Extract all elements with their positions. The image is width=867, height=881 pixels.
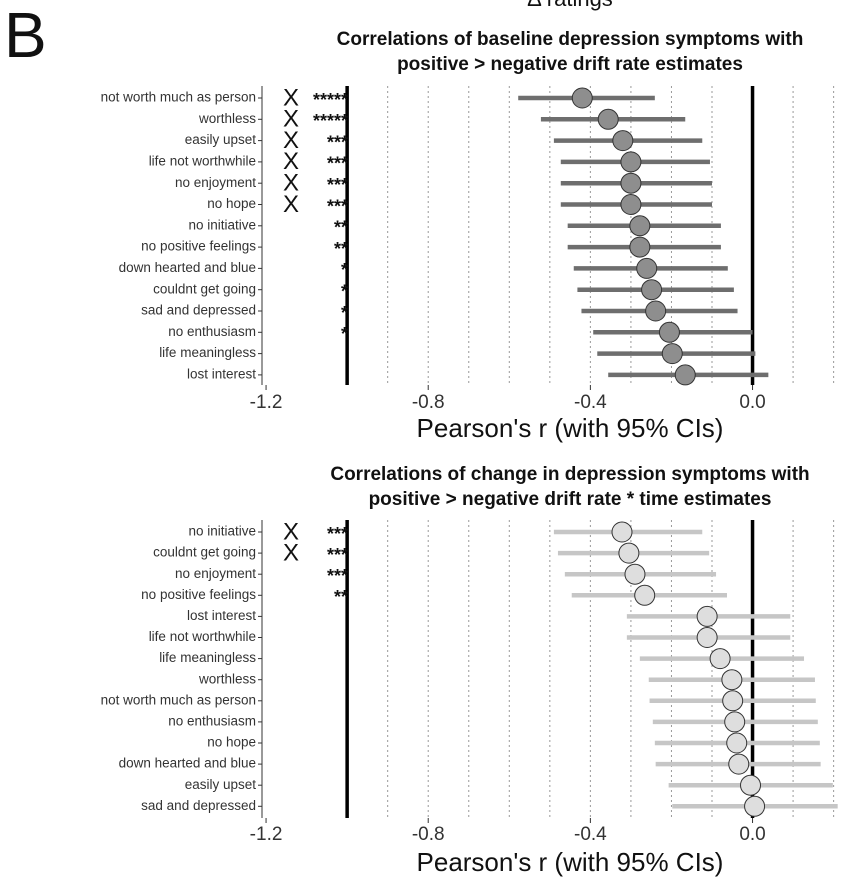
x-tick-label: -0.8: [412, 392, 445, 413]
estimate-point: [624, 563, 646, 585]
flag: X: [283, 518, 299, 545]
significance: ***: [327, 175, 348, 195]
y-tick-label: sad and depressed: [141, 303, 256, 318]
significance: *****: [313, 111, 348, 131]
x-tick-label: -0.8: [412, 824, 445, 845]
estimate-point: [641, 279, 663, 301]
y-tick-label: no positive feelings: [141, 239, 256, 254]
flag: X: [283, 191, 299, 218]
significance: ***: [327, 524, 348, 544]
y-tick-label: life meaningless: [159, 650, 256, 665]
y-tick-label: down hearted and blue: [119, 260, 256, 275]
header: Δ ratings: [527, 0, 613, 11]
y-tick-label: not worth much as person: [101, 90, 256, 105]
y-tick-label: sad and depressed: [141, 798, 256, 813]
estimate-point: [740, 774, 762, 796]
significance: ***: [327, 132, 348, 152]
chart-title: Correlations of baseline depression symp…: [337, 29, 804, 50]
x-axis-label: Pearson's r (with 95% CIs): [417, 847, 724, 877]
x-tick-label: 0.0: [739, 824, 765, 845]
flag: X: [283, 84, 299, 111]
chart-title: positive > negative drift rate * time es…: [369, 489, 772, 510]
y-tick-label: no initiative: [188, 524, 256, 539]
x-tick-label: -1.2: [250, 824, 283, 845]
flag: X: [283, 148, 299, 175]
x-axis-label: Pearson's r (with 95% CIs): [417, 413, 724, 443]
significance: *****: [313, 90, 348, 110]
estimate-point: [696, 605, 718, 627]
x-tick-label: -0.4: [574, 824, 607, 845]
significance: *: [341, 281, 348, 301]
y-tick-label: life not worthwhile: [149, 629, 256, 644]
y-tick-label: no hope: [207, 735, 256, 750]
significance: ***: [327, 154, 348, 174]
x-tick-label: 0.0: [739, 392, 765, 413]
y-tick-label: no hope: [207, 196, 256, 211]
estimate-point: [722, 690, 744, 712]
significance: *: [341, 303, 348, 323]
estimate-point: [728, 753, 750, 775]
estimate-point: [611, 521, 633, 543]
y-tick-label: no enthusiasm: [168, 713, 256, 728]
estimate-point: [721, 669, 743, 691]
chart-title: positive > negative drift rate estimates: [397, 54, 743, 75]
y-tick-label: no enthusiasm: [168, 324, 256, 339]
estimate-point: [696, 627, 718, 648]
estimate-point: [629, 236, 651, 258]
y-tick-label: lost interest: [187, 366, 256, 381]
estimate-point: [636, 257, 658, 279]
y-tick-label: no enjoyment: [175, 175, 256, 190]
estimate-point: [724, 711, 746, 733]
significance: **: [334, 239, 348, 259]
estimate-point: [620, 151, 642, 173]
estimate-point: [620, 172, 642, 194]
panel-label: B: [4, 0, 47, 71]
y-tick-label: easily upset: [185, 132, 257, 147]
flag: X: [283, 106, 299, 133]
x-tick-label: -0.4: [574, 392, 607, 413]
x-tick-label: -1.2: [250, 392, 283, 413]
y-tick-label: couldnt get going: [153, 545, 256, 560]
estimate-point: [726, 732, 748, 754]
significance: **: [334, 218, 348, 238]
y-tick-label: worthless: [198, 111, 256, 126]
significance: **: [334, 587, 348, 607]
estimate-point: [612, 130, 634, 152]
significance: *: [341, 324, 348, 344]
estimate-point: [658, 321, 680, 343]
estimate-point: [571, 87, 593, 109]
significance: *: [341, 260, 348, 280]
y-tick-label: no initiative: [188, 217, 256, 232]
y-tick-label: lost interest: [187, 608, 256, 623]
y-tick-label: down hearted and blue: [119, 756, 256, 771]
significance: ***: [327, 545, 348, 565]
y-tick-label: life not worthwhile: [149, 153, 256, 168]
estimate-point: [674, 364, 696, 386]
estimate-point: [629, 215, 651, 237]
significance: ***: [327, 196, 348, 216]
estimate-point: [634, 584, 656, 606]
y-tick-label: not worth much as person: [101, 692, 256, 707]
estimate-point: [597, 108, 619, 130]
y-tick-label: life meaningless: [159, 345, 256, 360]
y-tick-label: no positive feelings: [141, 587, 256, 602]
flag: X: [283, 539, 299, 566]
estimate-point: [645, 300, 667, 322]
flag: X: [283, 170, 299, 197]
estimate-point: [661, 343, 683, 365]
y-tick-label: couldnt get going: [153, 281, 256, 296]
estimate-point: [620, 194, 642, 215]
y-tick-label: worthless: [198, 671, 256, 686]
estimate-point: [709, 648, 731, 670]
flag: X: [283, 127, 299, 154]
y-tick-label: easily upset: [185, 777, 257, 792]
significance: ***: [327, 566, 348, 586]
chart-title: Correlations of change in depression sym…: [330, 464, 809, 485]
estimate-point: [744, 795, 766, 817]
y-tick-label: no enjoyment: [175, 566, 256, 581]
estimate-point: [618, 542, 640, 564]
